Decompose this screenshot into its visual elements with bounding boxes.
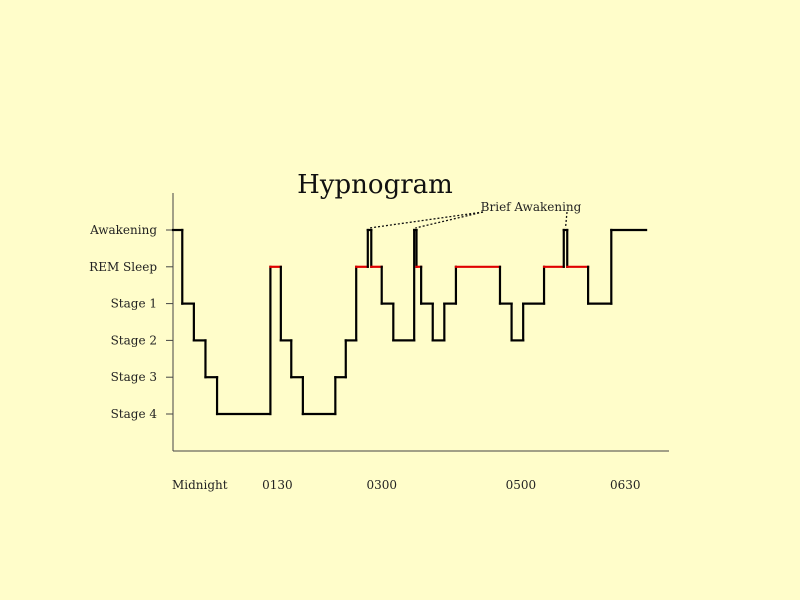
x-tick-label: 0130 — [262, 478, 293, 492]
x-axis-ticks: Midnight 0130 0300 0500 0630 — [172, 478, 640, 492]
x-tick-label: 0500 — [506, 478, 537, 492]
annotation-leader — [369, 211, 484, 229]
y-tick-label: Stage 2 — [111, 333, 157, 347]
y-tick-label: Stage 4 — [111, 407, 158, 421]
annotation-label: Brief Awakening — [481, 200, 582, 214]
hypnogram-series — [171, 228, 648, 416]
annotation-leader — [564, 211, 568, 229]
x-tick-label: 0630 — [610, 478, 641, 492]
y-tick-label: Stage 1 — [111, 297, 157, 311]
y-tick-label: REM Sleep — [89, 260, 157, 274]
x-tick-label: Midnight — [172, 478, 228, 492]
y-tick-label: Stage 3 — [111, 370, 157, 384]
x-tick-label: 0300 — [366, 478, 397, 492]
annotation-leader — [415, 211, 484, 229]
chart-title: Hypnogram — [297, 170, 453, 200]
y-axis-ticks: Awakening REM Sleep Stage 1 Stage 2 Stage 3 S… — [89, 223, 173, 421]
y-tick-label: Awakening — [89, 223, 157, 237]
annotations: Brief Awakening — [369, 200, 582, 229]
